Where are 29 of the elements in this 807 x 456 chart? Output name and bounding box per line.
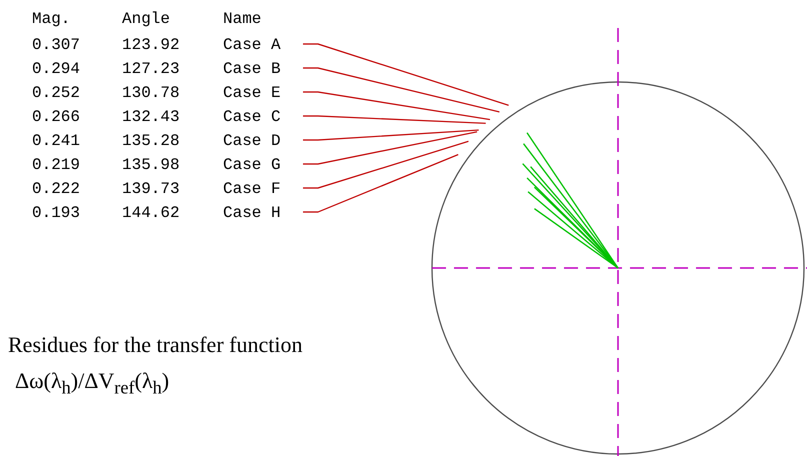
data-label: 0.222 xyxy=(32,180,80,198)
data-label: 135.98 xyxy=(122,156,180,174)
data-label: 0.219 xyxy=(32,156,80,174)
data-label: 0.193 xyxy=(32,204,80,222)
data-label: 0.241 xyxy=(32,132,80,150)
category-label: Case E xyxy=(223,84,281,102)
category-label: Case H xyxy=(223,204,281,222)
category-label: Case F xyxy=(223,180,281,198)
text: Mag. xyxy=(32,10,70,28)
category-label: Case G xyxy=(223,156,281,174)
data-label: 130.78 xyxy=(122,84,180,102)
data-label: 0.266 xyxy=(32,108,80,126)
data-label: 123.92 xyxy=(122,36,180,54)
category-label: Case B xyxy=(223,60,281,78)
data-label: 144.62 xyxy=(122,204,180,222)
legend-title: Name xyxy=(223,10,262,28)
data-label: 135.28 xyxy=(122,132,180,150)
text: Δω(λ$_{h}$)/ΔV$_{ref}$(λ$_{h}$) xyxy=(15,368,170,398)
category-label: Case D xyxy=(223,132,281,150)
text: Angle xyxy=(122,10,170,28)
data-label: 127.23 xyxy=(122,60,180,78)
category-label: Case C xyxy=(223,108,281,126)
data-label: 139.73 xyxy=(122,180,180,198)
text: Residues for the transfer function xyxy=(8,332,302,358)
data-label: 0.307 xyxy=(32,36,80,54)
data-label: 0.252 xyxy=(32,84,80,102)
data-label: 132.43 xyxy=(122,108,180,126)
data-label: 0.294 xyxy=(32,60,80,78)
category-label: Case A xyxy=(223,36,282,54)
